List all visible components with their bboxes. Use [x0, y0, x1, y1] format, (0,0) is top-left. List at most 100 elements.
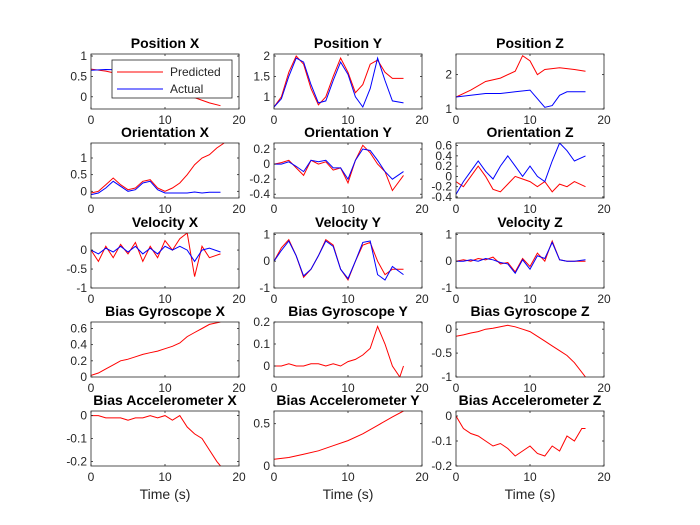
y-tick-label: 0 — [445, 322, 452, 336]
y-tick-label: -0.1 — [431, 434, 452, 448]
subplot-title: Position X — [131, 35, 200, 51]
y-tick-label: 1 — [80, 151, 87, 165]
x-tick-label: 20 — [597, 292, 611, 306]
x-tick-label: 10 — [523, 202, 537, 216]
subplot-1: 0 10 20 0 0.5 1 Position X Predicted Actual — [70, 35, 246, 127]
subplot-3: 0 10 20 1 2 Position Z — [445, 35, 611, 127]
subplot-12: 0 10 20 -1 -0.5 0 Bias Gyroscope Z — [431, 303, 611, 395]
y-tick-label: 1 — [263, 227, 270, 241]
x-tick-label: 20 — [232, 470, 246, 484]
y-tick-label: 0 — [80, 184, 87, 198]
series-line-predicted — [456, 415, 586, 457]
subplot-title: Velocity Y — [315, 214, 382, 230]
plot-area — [456, 322, 604, 377]
x-tick-label: 10 — [158, 113, 172, 127]
y-tick-label: 1 — [80, 49, 87, 63]
y-tick-label: 0 — [263, 459, 270, 473]
y-tick-label: 1 — [445, 102, 452, 116]
x-tick-label: 20 — [415, 202, 429, 216]
y-tick-label: 1.5 — [253, 69, 270, 83]
y-tick-label: -0.2 — [66, 454, 87, 468]
y-tick-label: 0.1 — [253, 337, 270, 351]
series-line-predicted — [456, 165, 586, 193]
x-tick-label: 20 — [597, 202, 611, 216]
y-tick-label: 0.2 — [253, 142, 270, 156]
x-tick-label: 0 — [88, 202, 95, 216]
x-tick-label: 20 — [232, 292, 246, 306]
y-tick-label: -0.2 — [249, 172, 270, 186]
y-tick-label: 0 — [80, 370, 87, 384]
subplot-title: Bias Accelerometer Y — [276, 392, 420, 408]
subplot-title: Velocity Z — [497, 214, 563, 230]
plot-area — [456, 143, 604, 198]
x-tick-label: 10 — [158, 470, 172, 484]
y-tick-label: -0.4 — [431, 190, 452, 204]
subplot-13: 0 10 20 -0.2 -0.1 0 Bias Accelerometer X Time (… — [66, 392, 246, 502]
subplot-15: 0 10 20 -0.2 -0.1 0 Bias Accelerometer Z Time (… — [431, 392, 611, 502]
y-tick-label: 0.6 — [70, 321, 87, 335]
plot-area — [274, 322, 422, 377]
y-tick-label: 0 — [445, 409, 452, 423]
y-tick-label: 0.4 — [70, 338, 87, 352]
x-tick-label: 10 — [523, 381, 537, 395]
series-line-predicted — [91, 143, 225, 194]
subplot-title: Bias Gyroscope X — [105, 303, 225, 319]
x-tick-label: 20 — [232, 113, 246, 127]
plot-area — [274, 143, 422, 198]
x-tick-label: 10 — [523, 470, 537, 484]
y-tick-label: 0.5 — [70, 168, 87, 182]
subplot-title: Bias Accelerometer Z — [459, 392, 602, 408]
x-tick-label: 20 — [597, 470, 611, 484]
y-tick-label: 0 — [263, 254, 270, 268]
x-tick-label: 0 — [453, 470, 460, 484]
x-tick-label: 0 — [271, 292, 278, 306]
subplot-4: 0 10 20 0 0.5 1 Orientation X — [70, 124, 246, 216]
x-tick-label: 10 — [523, 113, 537, 127]
series-line-actual — [456, 89, 586, 108]
subplot-title: Orientation Y — [304, 124, 392, 140]
x-tick-label: 10 — [158, 202, 172, 216]
x-tick-label: 20 — [597, 381, 611, 395]
x-tick-label: 10 — [341, 292, 355, 306]
subplot-title: Orientation X — [121, 124, 210, 140]
x-tick-label: 20 — [415, 292, 429, 306]
x-tick-label: 20 — [232, 202, 246, 216]
x-tick-label: 0 — [88, 113, 95, 127]
y-tick-label: 0 — [80, 243, 87, 257]
x-axis-label: Time (s) — [323, 486, 374, 502]
y-tick-label: 0 — [263, 157, 270, 171]
y-tick-label: -0.4 — [249, 187, 270, 201]
subplot-title: Bias Accelerometer X — [93, 392, 237, 408]
x-tick-label: 20 — [415, 381, 429, 395]
plot-area — [274, 411, 422, 466]
x-tick-label: 0 — [271, 470, 278, 484]
x-tick-label: 10 — [158, 381, 172, 395]
subplot-11: 0 10 20 0 0.1 0.2 Bias Gyroscope Y — [253, 303, 429, 395]
y-tick-label: 1 — [445, 227, 452, 241]
x-tick-label: 10 — [341, 470, 355, 484]
y-tick-label: 0 — [263, 359, 270, 373]
x-tick-label: 0 — [88, 381, 95, 395]
series-line-actual — [91, 180, 221, 196]
x-tick-label: 10 — [341, 113, 355, 127]
x-tick-label: 0 — [88, 470, 95, 484]
x-tick-label: 10 — [341, 381, 355, 395]
plot-area — [91, 322, 239, 377]
series-line-actual — [274, 56, 404, 109]
series-line-actual — [91, 245, 221, 263]
subplot-2: 0 10 20 1 1.5 2 Position Y — [253, 35, 429, 127]
series-line-actual — [456, 143, 586, 195]
series-line-predicted — [456, 54, 586, 98]
x-tick-label: 0 — [271, 202, 278, 216]
x-tick-label: 0 — [271, 381, 278, 395]
y-tick-label: 2 — [263, 49, 270, 63]
y-tick-label: 0.2 — [70, 354, 87, 368]
plot-area — [91, 233, 239, 288]
x-tick-label: 20 — [415, 470, 429, 484]
y-tick-label: 0.2 — [253, 315, 270, 329]
